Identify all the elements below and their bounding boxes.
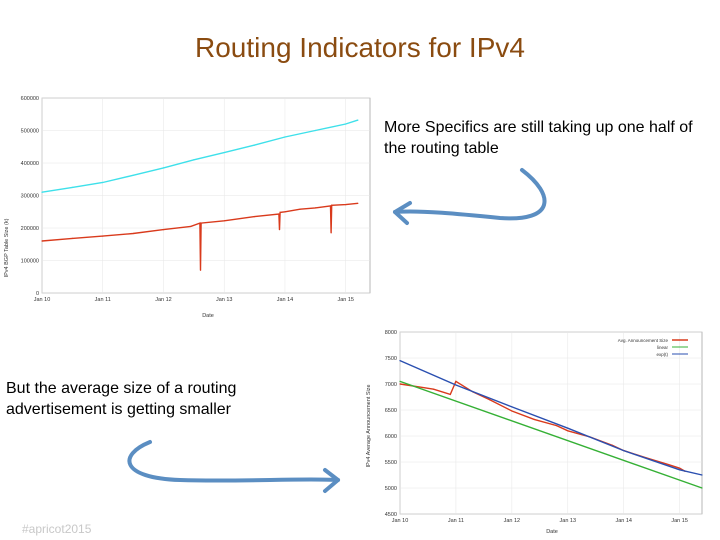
- data-point: [253, 216, 256, 218]
- data-point: [329, 205, 332, 207]
- y-tick-label: 200000: [21, 226, 39, 232]
- y-tick-label: 6000: [385, 434, 397, 440]
- data-point: [299, 208, 301, 210]
- y-tick-label: 500000: [21, 129, 39, 135]
- data-point: [278, 213, 280, 215]
- data-point: [223, 152, 225, 154]
- data-point: [331, 204, 333, 206]
- y-tick-label: 0: [36, 291, 39, 297]
- x-tick-label: Jan 10: [34, 297, 51, 303]
- x-tick-label: Jan 14: [277, 297, 294, 303]
- data-point: [399, 360, 401, 362]
- data-point: [132, 174, 134, 176]
- y-tick-label: 6500: [385, 408, 397, 414]
- x-tick-label: Jan 15: [337, 297, 354, 303]
- note-more-specifics: More Specifics are still taking up one h…: [384, 119, 693, 157]
- data-point: [102, 235, 104, 237]
- chart2-ylabel: IPv4 Average Announcement Size: [366, 384, 372, 467]
- data-point: [667, 464, 670, 466]
- y-tick-label: 7500: [385, 356, 397, 362]
- data-point: [199, 222, 201, 224]
- data-point: [162, 167, 165, 169]
- data-point: [41, 240, 43, 242]
- data-point: [314, 129, 316, 132]
- chart2-xlabel: Date: [546, 529, 558, 535]
- data-point: [511, 406, 513, 408]
- data-point: [555, 425, 558, 427]
- data-point: [71, 237, 73, 239]
- x-tick-label: Jan 12: [504, 518, 521, 524]
- y-tick-label: 100000: [21, 259, 39, 265]
- data-point: [623, 449, 625, 452]
- data-point: [102, 181, 104, 184]
- chart1-ylabel: IPv4 BGP Table Size (k): [4, 218, 10, 277]
- x-tick-label: Jan 15: [671, 518, 688, 524]
- data-point: [567, 430, 569, 432]
- data-point: [71, 186, 73, 188]
- data-point: [223, 220, 225, 222]
- data-point: [357, 202, 359, 204]
- y-tick-label: 5500: [385, 460, 397, 466]
- y-tick-label: 400000: [21, 161, 39, 167]
- legend-item-linear: linear: [657, 345, 669, 350]
- y-tick-label: 5000: [385, 486, 397, 492]
- legend-item-exp: exp(t): [656, 352, 668, 357]
- data-point: [679, 469, 681, 471]
- chart2-legend: Avg. Announcement Size linear exp(t): [618, 338, 688, 357]
- series-line-linear: [399, 380, 703, 489]
- data-point: [533, 418, 535, 420]
- data-point: [357, 119, 359, 121]
- data-point: [511, 410, 513, 412]
- data-point: [253, 144, 256, 146]
- data-point: [567, 427, 569, 429]
- data-point: [330, 232, 332, 234]
- y-tick-label: 7000: [385, 382, 397, 388]
- x-tick-label: Jan 11: [448, 518, 464, 524]
- data-point: [193, 159, 195, 161]
- data-point: [279, 211, 281, 213]
- chart1-xlabel: Date: [202, 313, 214, 319]
- data-point: [278, 229, 281, 231]
- data-point: [345, 204, 347, 206]
- x-tick-label: Jan 13: [216, 297, 233, 303]
- x-tick-label: Jan 10: [392, 518, 409, 524]
- series-line-more-specifics: [41, 202, 358, 271]
- data-point: [399, 383, 401, 385]
- x-tick-label: Jan 13: [560, 518, 577, 524]
- footer-hashtag: #apricot2015: [22, 522, 92, 536]
- series-line-total: [41, 119, 359, 193]
- data-point: [162, 229, 165, 231]
- y-tick-label: 300000: [21, 194, 39, 200]
- data-point: [455, 384, 457, 386]
- y-tick-label: 600000: [21, 96, 39, 102]
- data-point: [132, 232, 134, 235]
- data-point: [41, 191, 43, 193]
- slide-title: Routing Indicators for IPv4: [195, 32, 525, 63]
- data-point: [701, 474, 703, 476]
- x-tick-label: Jan 11: [95, 297, 111, 303]
- data-point: [455, 380, 457, 382]
- x-tick-label: Jan 12: [155, 297, 172, 303]
- data-point: [199, 269, 202, 271]
- data-point: [284, 211, 286, 213]
- data-point: [488, 399, 491, 401]
- data-point: [284, 136, 286, 138]
- data-point: [701, 487, 703, 489]
- data-point: [679, 467, 681, 469]
- data-point: [399, 380, 401, 382]
- data-point: [449, 393, 451, 395]
- legend-item-avg: Avg. Announcement Size: [618, 338, 669, 343]
- y-tick-label: 8000: [385, 330, 397, 336]
- data-point: [190, 225, 192, 227]
- data-point: [432, 388, 435, 390]
- x-tick-label: Jan 14: [615, 518, 632, 524]
- bgp-table-size-chart: 6000005000004000003000002000001000000Jan…: [2, 88, 372, 320]
- y-tick-label: 4500: [385, 512, 397, 518]
- note-average-size: But the average size of a routing advert…: [6, 380, 237, 418]
- data-point: [345, 123, 347, 125]
- data-point: [200, 222, 202, 224]
- data-point: [314, 207, 316, 209]
